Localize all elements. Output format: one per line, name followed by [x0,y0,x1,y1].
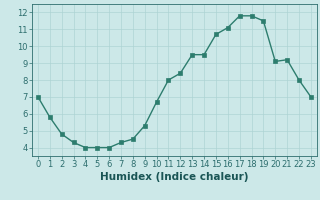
X-axis label: Humidex (Indice chaleur): Humidex (Indice chaleur) [100,172,249,182]
